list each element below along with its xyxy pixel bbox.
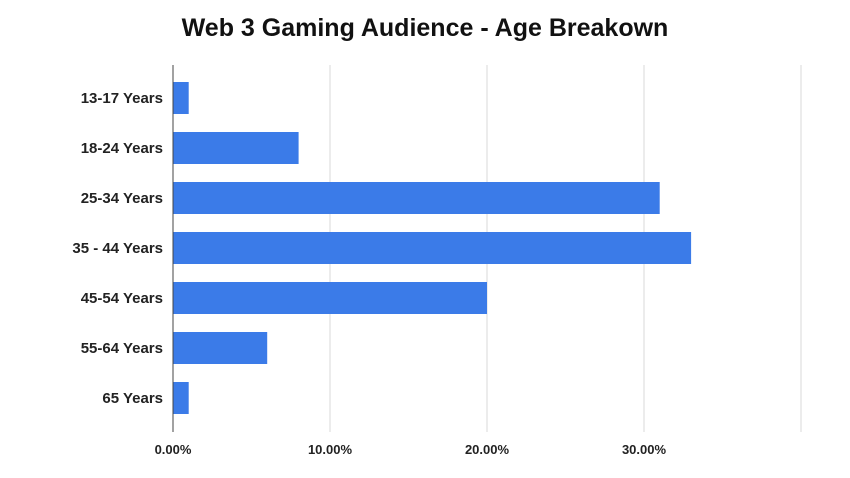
- chart-title: Web 3 Gaming Audience - Age Breakown: [181, 14, 669, 42]
- x-tick-label: 0.00%: [155, 442, 192, 457]
- category-label: 25-34 Years: [81, 190, 163, 207]
- x-tick-label: 20.00%: [465, 442, 510, 457]
- bar-55-64years: [173, 332, 268, 364]
- bar-35-44years: [173, 232, 692, 264]
- bar-65years: [173, 382, 189, 414]
- x-tick-label: 30.00%: [622, 442, 667, 457]
- category-label: 35 - 44 Years: [72, 240, 163, 257]
- bar-13-17years: [173, 82, 189, 114]
- x-tick-label: 10.00%: [308, 442, 353, 457]
- category-label: 45-54 Years: [81, 290, 163, 307]
- bar-45-54years: [173, 282, 487, 314]
- bar-18-24years: [173, 132, 299, 164]
- category-label: 65 Years: [102, 390, 163, 407]
- category-label: 13-17 Years: [81, 90, 163, 107]
- category-label: 18-24 Years: [81, 140, 163, 157]
- category-label: 55-64 Years: [81, 340, 163, 357]
- bar-25-34years: [173, 182, 660, 214]
